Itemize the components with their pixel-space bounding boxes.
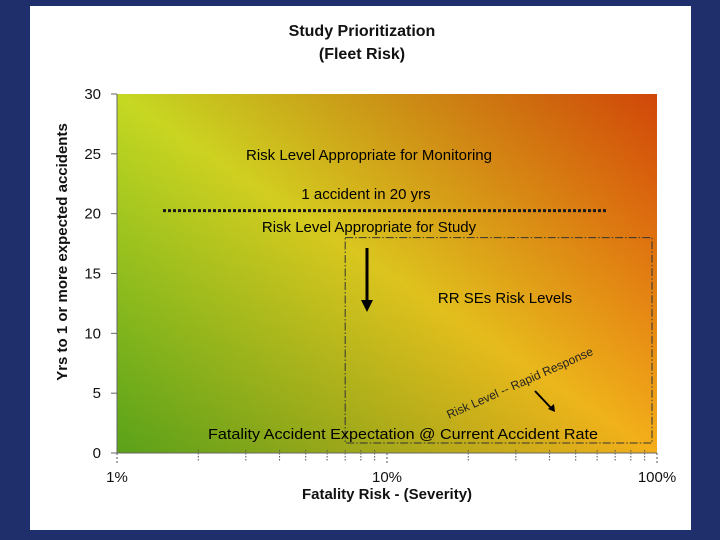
study-label: Risk Level Appropriate for Study (262, 219, 477, 236)
threshold-label: 1 accident in 20 yrs (301, 186, 430, 203)
x-tick-label-100pct: 100% (638, 469, 676, 486)
y-tick-label: 20 (84, 206, 101, 223)
chart-title: Study Prioritization (289, 23, 436, 40)
fatality-expectation-label: Fatality Accident Expectation @ Current … (208, 426, 598, 443)
y-tick-label: 5 (93, 385, 101, 402)
x-axis-label: Fatality Risk - (Severity) (302, 486, 472, 503)
chart-subtitle: (Fleet Risk) (319, 46, 405, 63)
x-tick-label-10pct: 10% (372, 469, 402, 486)
monitoring-label: Risk Level Appropriate for Monitoring (246, 147, 492, 164)
y-tick-label: 10 (84, 325, 101, 342)
x-tick-label-1pct: 1% (106, 469, 128, 486)
y-axis-label: Yrs to 1 or more expected accidents (54, 123, 71, 381)
y-tick-label: 15 (84, 266, 101, 283)
rapid-response-arrow (534, 390, 553, 410)
y-tick-label: 25 (84, 146, 101, 163)
y-tick-label: 30 (84, 86, 101, 103)
rr-ses-label: RR SEs Risk Levels (438, 290, 572, 307)
rr-ses-risk-box (344, 237, 653, 444)
x-minor-ticks (116, 450, 658, 465)
y-ticks: 0 5 10 15 20 25 30 (84, 86, 117, 462)
rapid-response-arrow-head (548, 404, 555, 412)
slide: Study Prioritization (Fleet Risk) 0 5 10 15… (30, 6, 691, 530)
y-tick-label: 0 (93, 445, 101, 462)
study-arrow-head (361, 300, 373, 312)
risk-gradient-overlay (117, 94, 657, 453)
chart: Study Prioritization (Fleet Risk) 0 5 10 15… (54, 23, 676, 503)
